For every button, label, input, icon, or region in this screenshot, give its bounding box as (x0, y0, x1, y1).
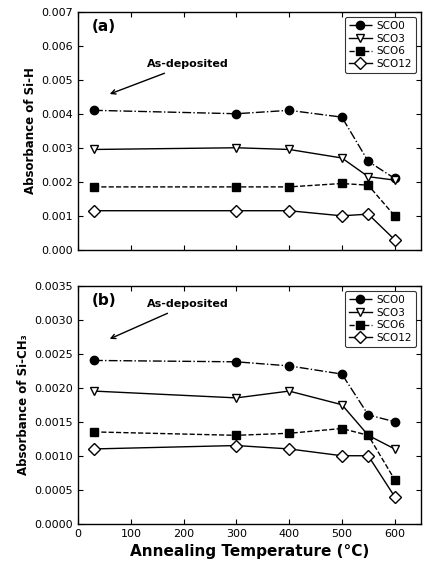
SCO12 (339, 452, 345, 459)
X-axis label: Annealing Temperature (°C): Annealing Temperature (°C) (130, 544, 369, 559)
Legend: SCO0, SCO3, SCO6, SCO12: SCO0, SCO3, SCO6, SCO12 (345, 291, 416, 347)
Line: SCO0: SCO0 (90, 106, 399, 183)
SCO0 (365, 411, 371, 418)
Text: (a): (a) (92, 19, 116, 34)
SCO12 (234, 207, 239, 214)
Text: (b): (b) (92, 293, 116, 308)
SCO6 (392, 212, 397, 219)
SCO6 (286, 183, 292, 190)
SCO6 (392, 476, 397, 483)
SCO3 (339, 401, 345, 408)
SCO0 (286, 363, 292, 370)
Line: SCO3: SCO3 (90, 144, 399, 184)
SCO12 (234, 442, 239, 449)
SCO12 (286, 445, 292, 452)
SCO3 (234, 144, 239, 151)
SCO3 (392, 445, 397, 452)
SCO0 (365, 158, 371, 165)
SCO3 (392, 176, 397, 183)
SCO6 (286, 430, 292, 436)
Line: SCO6: SCO6 (90, 424, 399, 484)
SCO0 (91, 357, 96, 364)
SCO3 (286, 388, 292, 395)
Y-axis label: Absorbance of Si-H: Absorbance of Si-H (24, 68, 37, 194)
Y-axis label: Absorbance of Si-CH₃: Absorbance of Si-CH₃ (17, 334, 30, 475)
SCO3 (91, 388, 96, 395)
Text: As-deposited: As-deposited (111, 299, 228, 339)
SCO3 (365, 173, 371, 180)
SCO6 (339, 425, 345, 432)
SCO0 (234, 110, 239, 117)
SCO0 (392, 175, 397, 182)
SCO0 (286, 107, 292, 114)
SCO3 (91, 146, 96, 153)
SCO3 (339, 154, 345, 161)
SCO0 (339, 113, 345, 120)
SCO12 (91, 207, 96, 214)
Line: SCO12: SCO12 (90, 441, 399, 501)
SCO12 (91, 445, 96, 452)
SCO0 (91, 107, 96, 114)
SCO6 (234, 432, 239, 439)
SCO12 (392, 236, 397, 243)
SCO6 (365, 182, 371, 189)
SCO12 (339, 212, 345, 219)
SCO0 (234, 359, 239, 365)
Line: SCO6: SCO6 (90, 179, 399, 220)
SCO12 (286, 207, 292, 214)
SCO3 (286, 146, 292, 153)
SCO12 (365, 211, 371, 218)
Line: SCO0: SCO0 (90, 356, 399, 426)
SCO6 (234, 183, 239, 190)
SCO0 (339, 371, 345, 378)
Line: SCO3: SCO3 (90, 387, 399, 453)
Legend: SCO0, SCO3, SCO6, SCO12: SCO0, SCO3, SCO6, SCO12 (345, 17, 416, 73)
SCO6 (91, 183, 96, 190)
SCO6 (365, 432, 371, 439)
SCO3 (365, 432, 371, 439)
SCO12 (365, 452, 371, 459)
SCO0 (392, 418, 397, 425)
SCO12 (392, 493, 397, 500)
SCO6 (91, 428, 96, 435)
Line: SCO12: SCO12 (90, 207, 399, 244)
SCO3 (234, 395, 239, 402)
SCO6 (339, 180, 345, 187)
Text: As-deposited: As-deposited (111, 59, 228, 94)
